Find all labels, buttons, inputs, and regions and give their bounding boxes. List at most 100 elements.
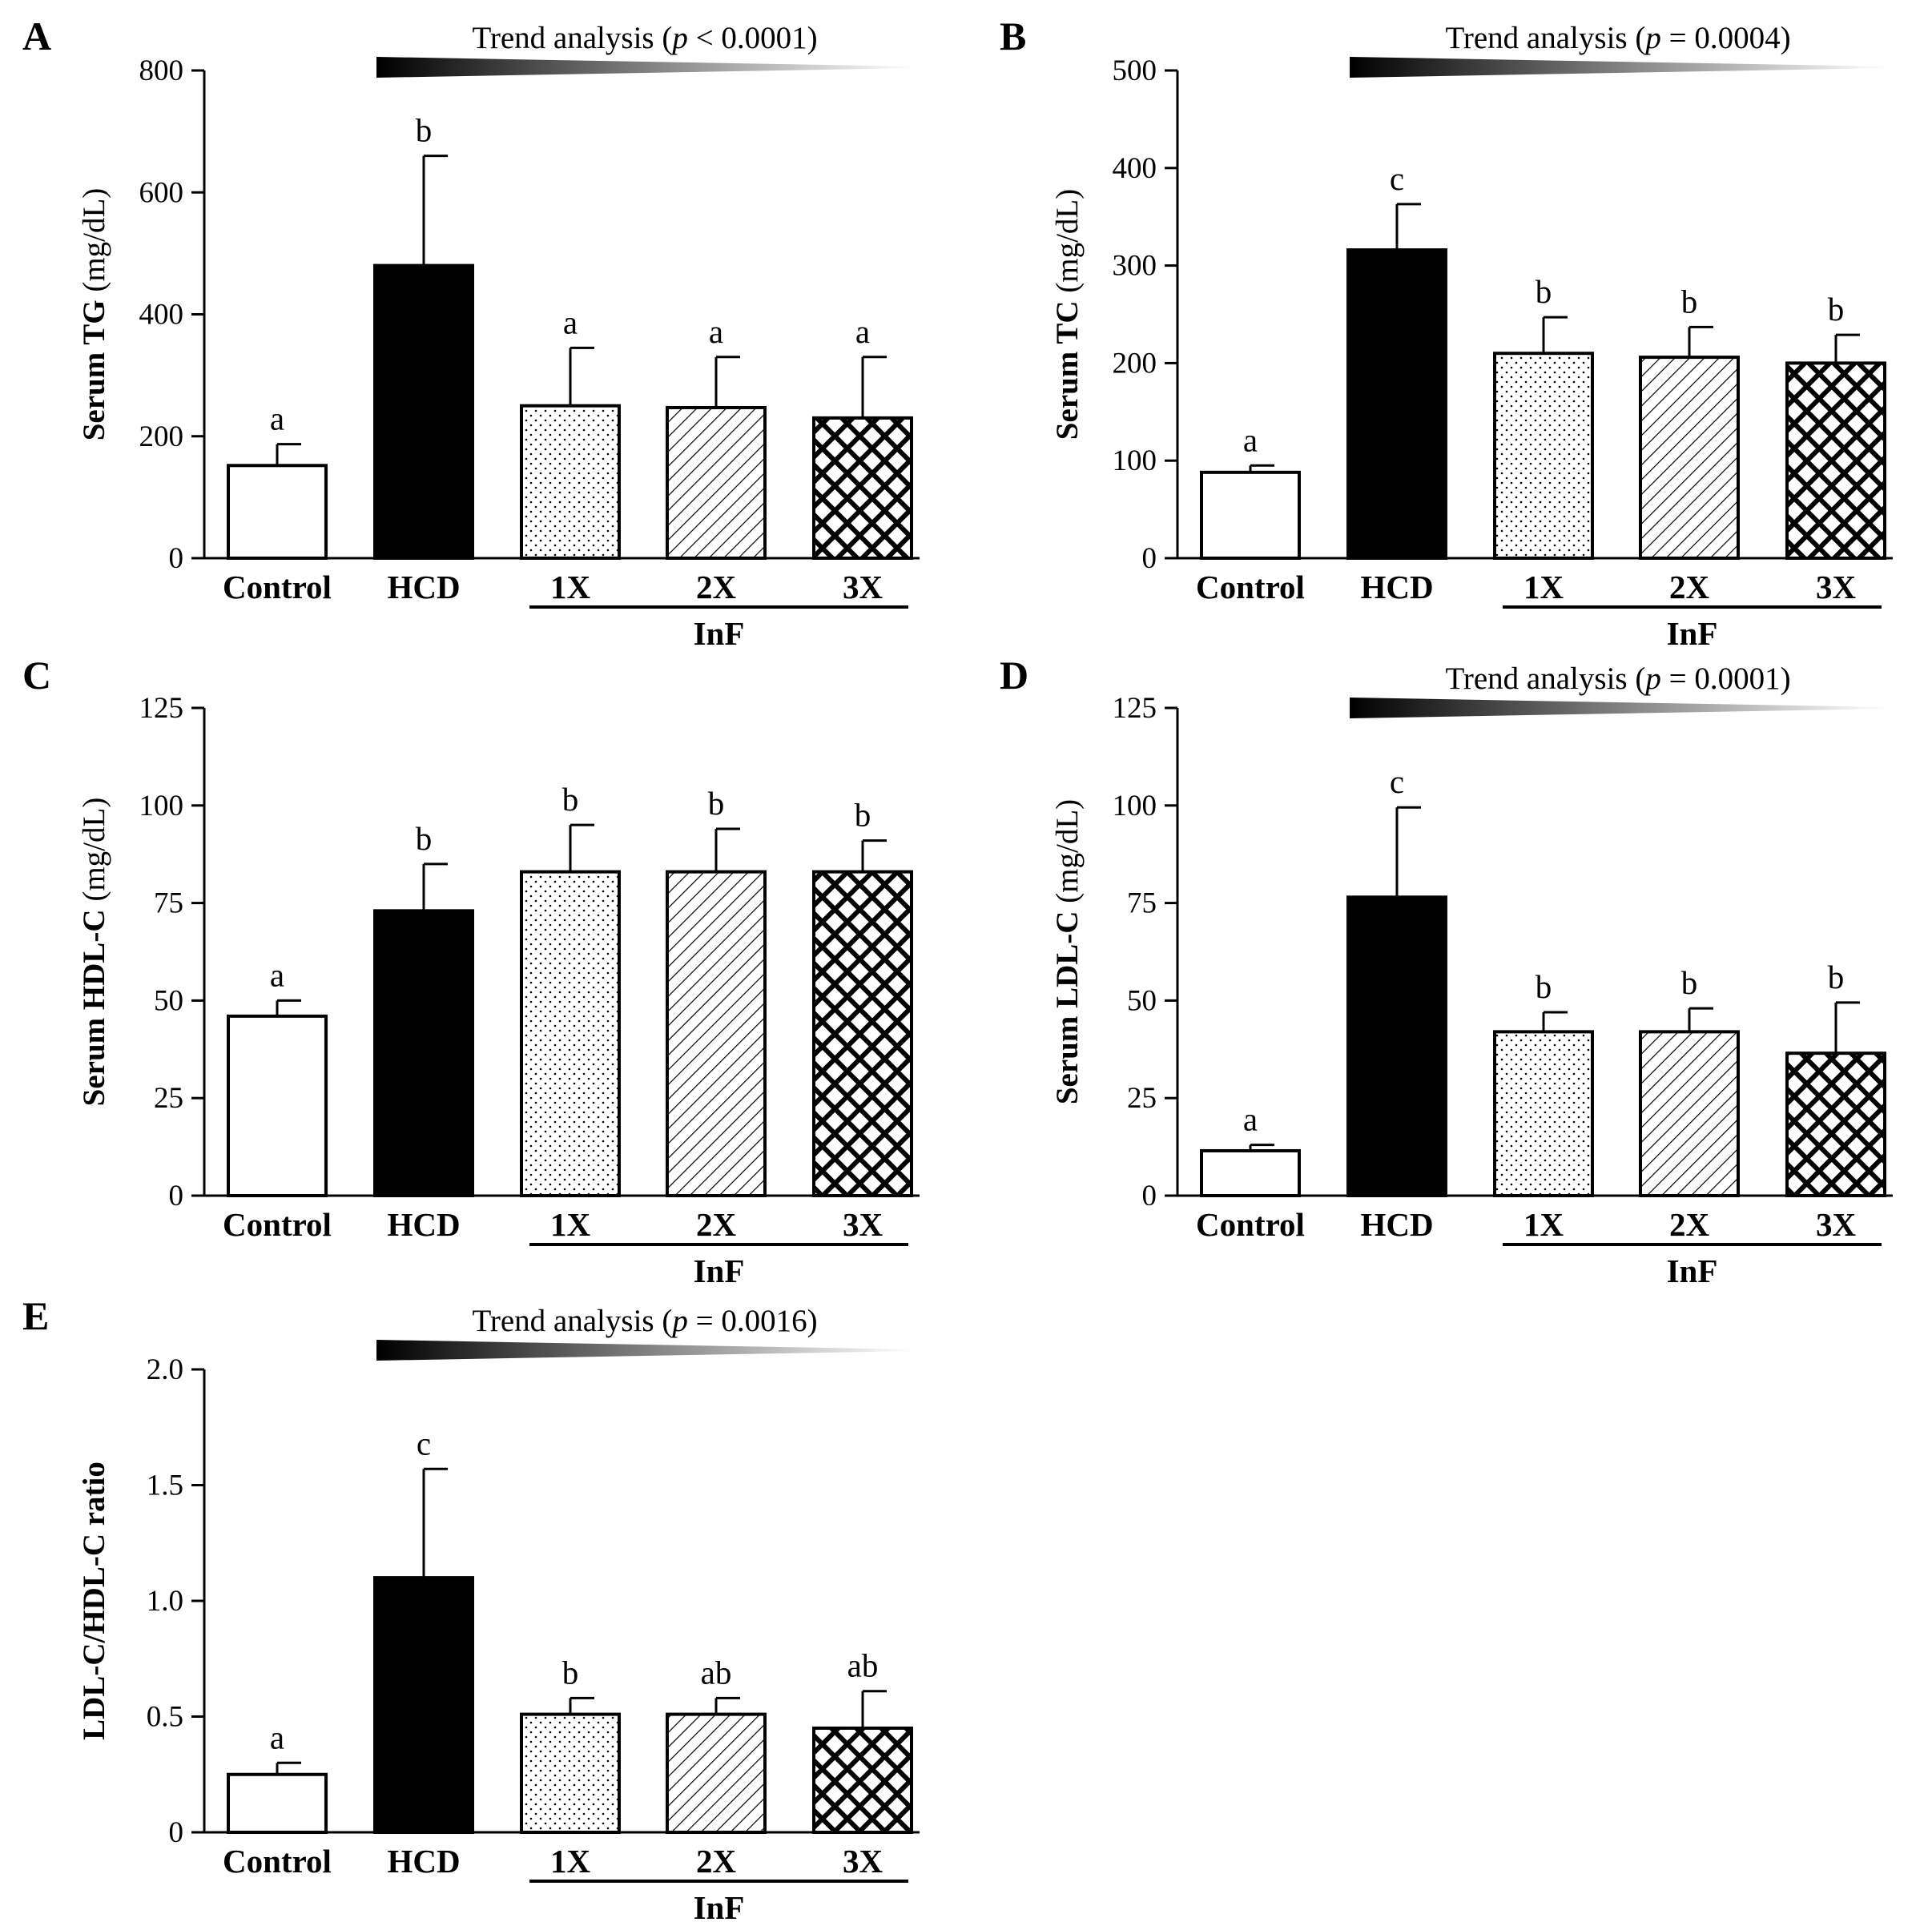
y-tick-label: 100 <box>1113 790 1157 822</box>
trend-label-value: = 0.0004) <box>1661 21 1791 55</box>
y-tick-label: 125 <box>1113 692 1157 725</box>
significance-label: c <box>417 1425 431 1462</box>
trend-label-value: = 0.0016) <box>688 1304 818 1338</box>
y-tick-label: 25 <box>154 1082 183 1115</box>
y-axis-label-unit: (mg/dL) <box>77 188 111 300</box>
bar-control <box>1200 470 1301 560</box>
trend-label-p: p <box>670 21 688 55</box>
x-tick-label: 3X <box>1816 1206 1857 1243</box>
trend-label: Trend analysis (p < 0.0001) <box>472 21 817 55</box>
panel-d: D 0 25 50 75 100 125 Serum LDL-C (mg/dL) a Contro… <box>1000 653 1893 1289</box>
significance-label: b <box>1828 291 1845 328</box>
trend-label: Trend analysis (p = 0.0001) <box>1445 661 1790 696</box>
significance-label: b <box>1536 968 1552 1005</box>
y-axis-label: Serum HDL-C (mg/dL) <box>77 798 111 1107</box>
significance-label: b <box>562 1654 579 1691</box>
y-axis-label-main: Serum LDL-C <box>1050 911 1085 1105</box>
panel-letter: D <box>1000 653 1028 698</box>
y-axis-label-main: LDL-C/HDL-C ratio <box>77 1462 111 1740</box>
panel-e: E 0 0.5 1.0 1.5 2.0 LDL-C/HDL-C ratio a Control c… <box>22 1293 920 1926</box>
x-tick-label: 2X <box>696 1843 737 1880</box>
bar-hcd <box>373 263 474 560</box>
bar-hcd <box>1346 248 1447 560</box>
significance-label: a <box>270 400 284 437</box>
significance-label: ab <box>701 1654 732 1691</box>
trend-label-p: p <box>1643 21 1661 55</box>
significance-label: b <box>855 797 871 834</box>
bar-1x <box>520 404 621 560</box>
x-tick-label: Control <box>1196 569 1305 605</box>
significance-label: a <box>1243 421 1258 458</box>
y-axis-label-unit: (mg/dL) <box>1050 189 1085 301</box>
panel-letter: B <box>1000 14 1026 58</box>
y-tick-label: 2.0 <box>147 1353 183 1386</box>
bar-hcd <box>373 909 474 1197</box>
bar-3x <box>812 416 913 560</box>
panel-b: B 0 100 200 300 400 500 Serum TC (mg/dL) a Contro… <box>1000 14 1893 652</box>
x-tick-label: Control <box>223 569 332 605</box>
y-tick-label: 0 <box>169 542 184 575</box>
group-label: InF <box>694 1252 745 1289</box>
significance-label: b <box>416 112 433 149</box>
y-tick-label: 0 <box>169 1816 184 1849</box>
significance-label: b <box>1681 964 1698 1001</box>
significance-label: b <box>1681 283 1698 320</box>
bar-3x <box>1785 1051 1886 1197</box>
y-tick-label: 100 <box>139 790 184 822</box>
x-tick-label: 3X <box>843 569 883 605</box>
y-tick-label: 1.0 <box>147 1585 183 1618</box>
x-tick-label: HCD <box>1360 569 1433 605</box>
y-axis-label-main: Serum HDL-C <box>77 909 111 1106</box>
x-tick-label: 1X <box>550 1843 591 1880</box>
trend-wedge <box>1350 698 1886 718</box>
trend-label-value: = 0.0001) <box>1661 661 1791 696</box>
significance-label: ab <box>847 1647 879 1684</box>
group-label: InF <box>1667 615 1718 652</box>
y-tick-label: 0 <box>169 1180 184 1212</box>
bar-3x <box>812 1726 913 1834</box>
y-tick-label: 125 <box>139 692 184 725</box>
y-tick-label: 500 <box>1113 54 1157 87</box>
x-tick-label: HCD <box>1360 1206 1433 1243</box>
bar-1x <box>1493 1030 1594 1197</box>
bar-3x <box>1785 361 1886 560</box>
trend-label-prefix: Trend analysis ( <box>472 1304 672 1338</box>
significance-label: c <box>1390 160 1404 197</box>
trend-label-p: p <box>670 1304 688 1338</box>
y-tick-label: 200 <box>1113 347 1157 380</box>
significance-label: a <box>709 313 723 350</box>
significance-label: a <box>855 313 870 350</box>
bar-1x <box>1493 352 1594 560</box>
significance-label: b <box>708 785 725 822</box>
significance-label: a <box>270 956 284 993</box>
y-tick-label: 400 <box>139 299 184 332</box>
significance-label: b <box>1828 959 1845 995</box>
bar-2x <box>666 405 767 560</box>
y-tick-label: 0.5 <box>147 1701 183 1734</box>
panel-letter: A <box>22 14 51 58</box>
x-tick-label: 1X <box>1523 569 1564 605</box>
trend-label-prefix: Trend analysis ( <box>472 21 672 55</box>
y-tick-label: 600 <box>139 176 184 209</box>
trend-wedge <box>376 1340 913 1361</box>
x-tick-label: Control <box>1196 1206 1305 1243</box>
y-tick-label: 100 <box>1113 444 1157 477</box>
x-tick-label: HCD <box>387 1206 460 1243</box>
group-label: InF <box>694 1889 745 1926</box>
bar-2x <box>666 1712 767 1835</box>
y-tick-label: 0 <box>1142 542 1157 575</box>
trend-label-prefix: Trend analysis ( <box>1445 661 1645 696</box>
significance-label: b <box>1536 273 1552 310</box>
trend-label-value: < 0.0001) <box>688 21 818 55</box>
trend-label-p: p <box>1643 661 1661 696</box>
x-tick-label: 3X <box>843 1843 883 1880</box>
y-tick-label: 75 <box>154 887 183 920</box>
y-tick-label: 800 <box>139 54 184 87</box>
bar-control <box>227 1772 328 1834</box>
y-tick-label: 400 <box>1113 152 1157 185</box>
y-tick-label: 200 <box>139 420 184 453</box>
significance-label: a <box>270 1719 284 1755</box>
trend-label-prefix: Trend analysis ( <box>1445 21 1645 55</box>
x-tick-label: HCD <box>387 1843 460 1880</box>
